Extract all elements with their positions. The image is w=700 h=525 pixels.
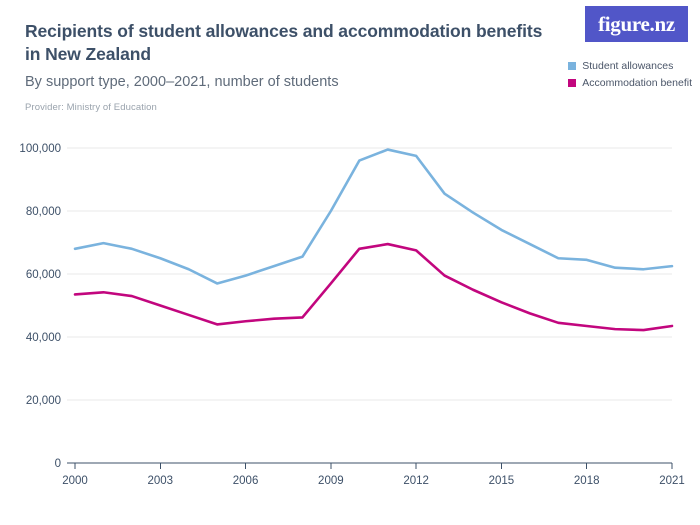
y-axis-tick-label: 100,000 (19, 143, 61, 155)
legend-swatch-icon (568, 61, 577, 70)
x-axis-tick-label: 2012 (403, 475, 429, 487)
legend-item-student-allowances[interactable]: Student allowances (568, 58, 692, 73)
series-line-student-allowances (73, 148, 674, 285)
x-axis-tick-label: 2018 (574, 475, 600, 487)
chart-subtitle: By support type, 2000–2021, number of st… (25, 74, 339, 90)
legend-item-label: Student allowances (582, 59, 674, 72)
legend-item-accommodation-benefit[interactable]: Accommodation benefit (568, 75, 692, 90)
x-axis-tick-label: 2021 (659, 475, 685, 487)
y-axis-tick-label: 20,000 (26, 395, 61, 407)
gridlines-group (75, 147, 672, 401)
logo-text: figure.nz (598, 11, 675, 36)
figure-nz-logo[interactable]: figure.nz (585, 6, 688, 42)
x-axis-labels-group: 2000 2003 2006 2009 2012 2015 2018 2021 (62, 475, 685, 487)
chart-header: Recipients of student allowances and acc… (25, 20, 545, 113)
y-axis-tick-label: 40,000 (26, 332, 61, 344)
y-axis-tick-label: 60,000 (26, 269, 61, 281)
page-title: Recipients of student allowances and acc… (25, 21, 543, 64)
legend-swatch-icon (568, 78, 577, 87)
y-axis-tick-label: 0 (55, 458, 61, 470)
series-line-accommodation-benefit (73, 242, 674, 332)
data-series-group (73, 148, 674, 332)
chart-legend: Student allowances Accommodation benefit (568, 58, 692, 92)
chart-provider: Provider: Ministry of Education (25, 102, 157, 113)
x-axis-tick-label: 2009 (318, 475, 344, 487)
x-axis-tick-label: 2015 (489, 475, 515, 487)
x-axis-tick-label: 2000 (62, 475, 88, 487)
x-tick-marks-group (74, 463, 673, 469)
legend-item-label: Accommodation benefit (582, 76, 692, 89)
y-axis-tick-label: 80,000 (26, 206, 61, 218)
y-tick-marks-group (67, 147, 75, 464)
y-axis-labels-group: 0 20,000 40,000 60,000 80,000 100,000 (19, 143, 61, 470)
x-axis-tick-label: 2003 (147, 475, 173, 487)
x-axis-tick-label: 2006 (233, 475, 259, 487)
